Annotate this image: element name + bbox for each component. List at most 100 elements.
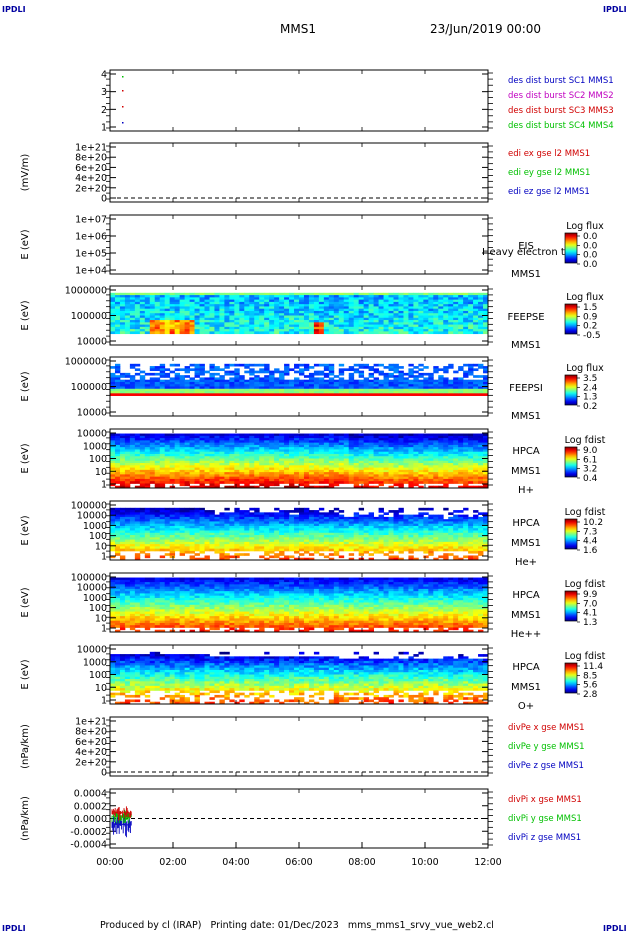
spec-cell (363, 304, 370, 307)
spec-cell (308, 449, 315, 453)
spec-cell (289, 525, 295, 529)
spec-cell (279, 553, 285, 556)
spec-cell (159, 514, 166, 518)
spec-cell (294, 326, 300, 330)
spec-cell (373, 481, 379, 484)
spec-cell (388, 447, 394, 450)
spec-cell (393, 476, 399, 480)
spec-cell (388, 297, 394, 301)
spec-cell (189, 299, 195, 303)
spec-cell (144, 519, 151, 522)
spec-cell (403, 292, 409, 296)
spec-cell (478, 301, 484, 305)
spec-cell (249, 313, 255, 316)
spec-cell (209, 301, 215, 305)
spec-cell (323, 453, 330, 457)
spec-cell (269, 476, 275, 480)
spec-cell (478, 435, 484, 439)
spec-cell (483, 483, 489, 487)
spec-cell (204, 292, 210, 296)
spec-cell (333, 465, 340, 468)
spec-cell (169, 377, 176, 381)
spec-cell (373, 322, 379, 325)
spec-cell (229, 438, 235, 441)
spec-cell (393, 331, 399, 335)
spec-cell (199, 435, 205, 439)
spec-cell (289, 313, 295, 316)
spec-cell (294, 541, 300, 545)
spec-cell (269, 440, 275, 444)
spec-cell (129, 476, 136, 480)
spec-cell (438, 375, 444, 378)
spec-cell (224, 469, 230, 473)
spec-cell (154, 322, 161, 325)
spec-cell (294, 370, 300, 374)
spec-cell (214, 391, 220, 394)
spec-cell (259, 331, 265, 335)
spec-cell (368, 478, 374, 482)
spec-cell (229, 320, 235, 323)
spec-cell (119, 379, 126, 383)
spec-cell (139, 317, 146, 321)
spec-cell (234, 525, 240, 529)
spec-cell (124, 516, 131, 520)
spec-cell (423, 379, 429, 383)
spec-cell (234, 306, 240, 310)
spec-cell (114, 460, 121, 464)
spec-cell (274, 523, 280, 527)
spec-cell (313, 306, 320, 310)
spec-cell (134, 456, 141, 459)
spec-cell (159, 546, 166, 550)
spec-cell (254, 525, 260, 529)
spec-cell (224, 532, 230, 536)
spec-cell (199, 481, 205, 484)
spec-cell (134, 557, 141, 561)
spec-cell (358, 329, 365, 332)
spec-cell (184, 306, 190, 310)
spec-cell (159, 438, 166, 441)
spec-cell (144, 384, 151, 387)
spec-cell (174, 320, 181, 323)
spec-cell (179, 306, 185, 310)
spec-cell (378, 435, 384, 439)
spec-cell (229, 476, 235, 480)
spec-cell (124, 313, 131, 316)
spec-cell (204, 467, 210, 471)
spec-cell (279, 510, 285, 513)
spec-cell (264, 301, 270, 305)
spec-cell (169, 438, 176, 441)
spec-cell (478, 317, 484, 321)
spec-cell (244, 379, 250, 383)
spec-cell (478, 310, 484, 314)
spec-cell (169, 478, 176, 482)
spec-cell (154, 444, 161, 448)
spec-cell (393, 388, 399, 392)
spec-cell (174, 453, 181, 457)
spec-cell (323, 433, 330, 437)
spec-cell (189, 550, 195, 554)
spec-cell (328, 391, 335, 394)
spec-cell (353, 391, 360, 394)
spec-cell (214, 460, 220, 464)
spec-cell (239, 523, 245, 527)
spec-cell (393, 483, 399, 487)
spec-cell (264, 386, 270, 390)
spec-cell (393, 442, 399, 446)
spec-cell (129, 331, 136, 335)
spec-cell (343, 391, 350, 394)
spec-cell (264, 557, 270, 561)
spec-cell (189, 537, 195, 540)
spec-cell (303, 453, 310, 457)
spec-cell (418, 476, 424, 480)
spec-cell (119, 449, 126, 453)
spec-cell (144, 485, 151, 489)
spec-cell (184, 366, 190, 369)
spec-cell (169, 292, 176, 296)
spec-cell (318, 379, 325, 383)
spec-cell (398, 465, 404, 468)
spec-cell (323, 469, 330, 473)
spec-cell (383, 379, 389, 383)
spec-cell (169, 481, 176, 484)
spec-cell (368, 456, 374, 459)
spec-cell (453, 299, 459, 303)
